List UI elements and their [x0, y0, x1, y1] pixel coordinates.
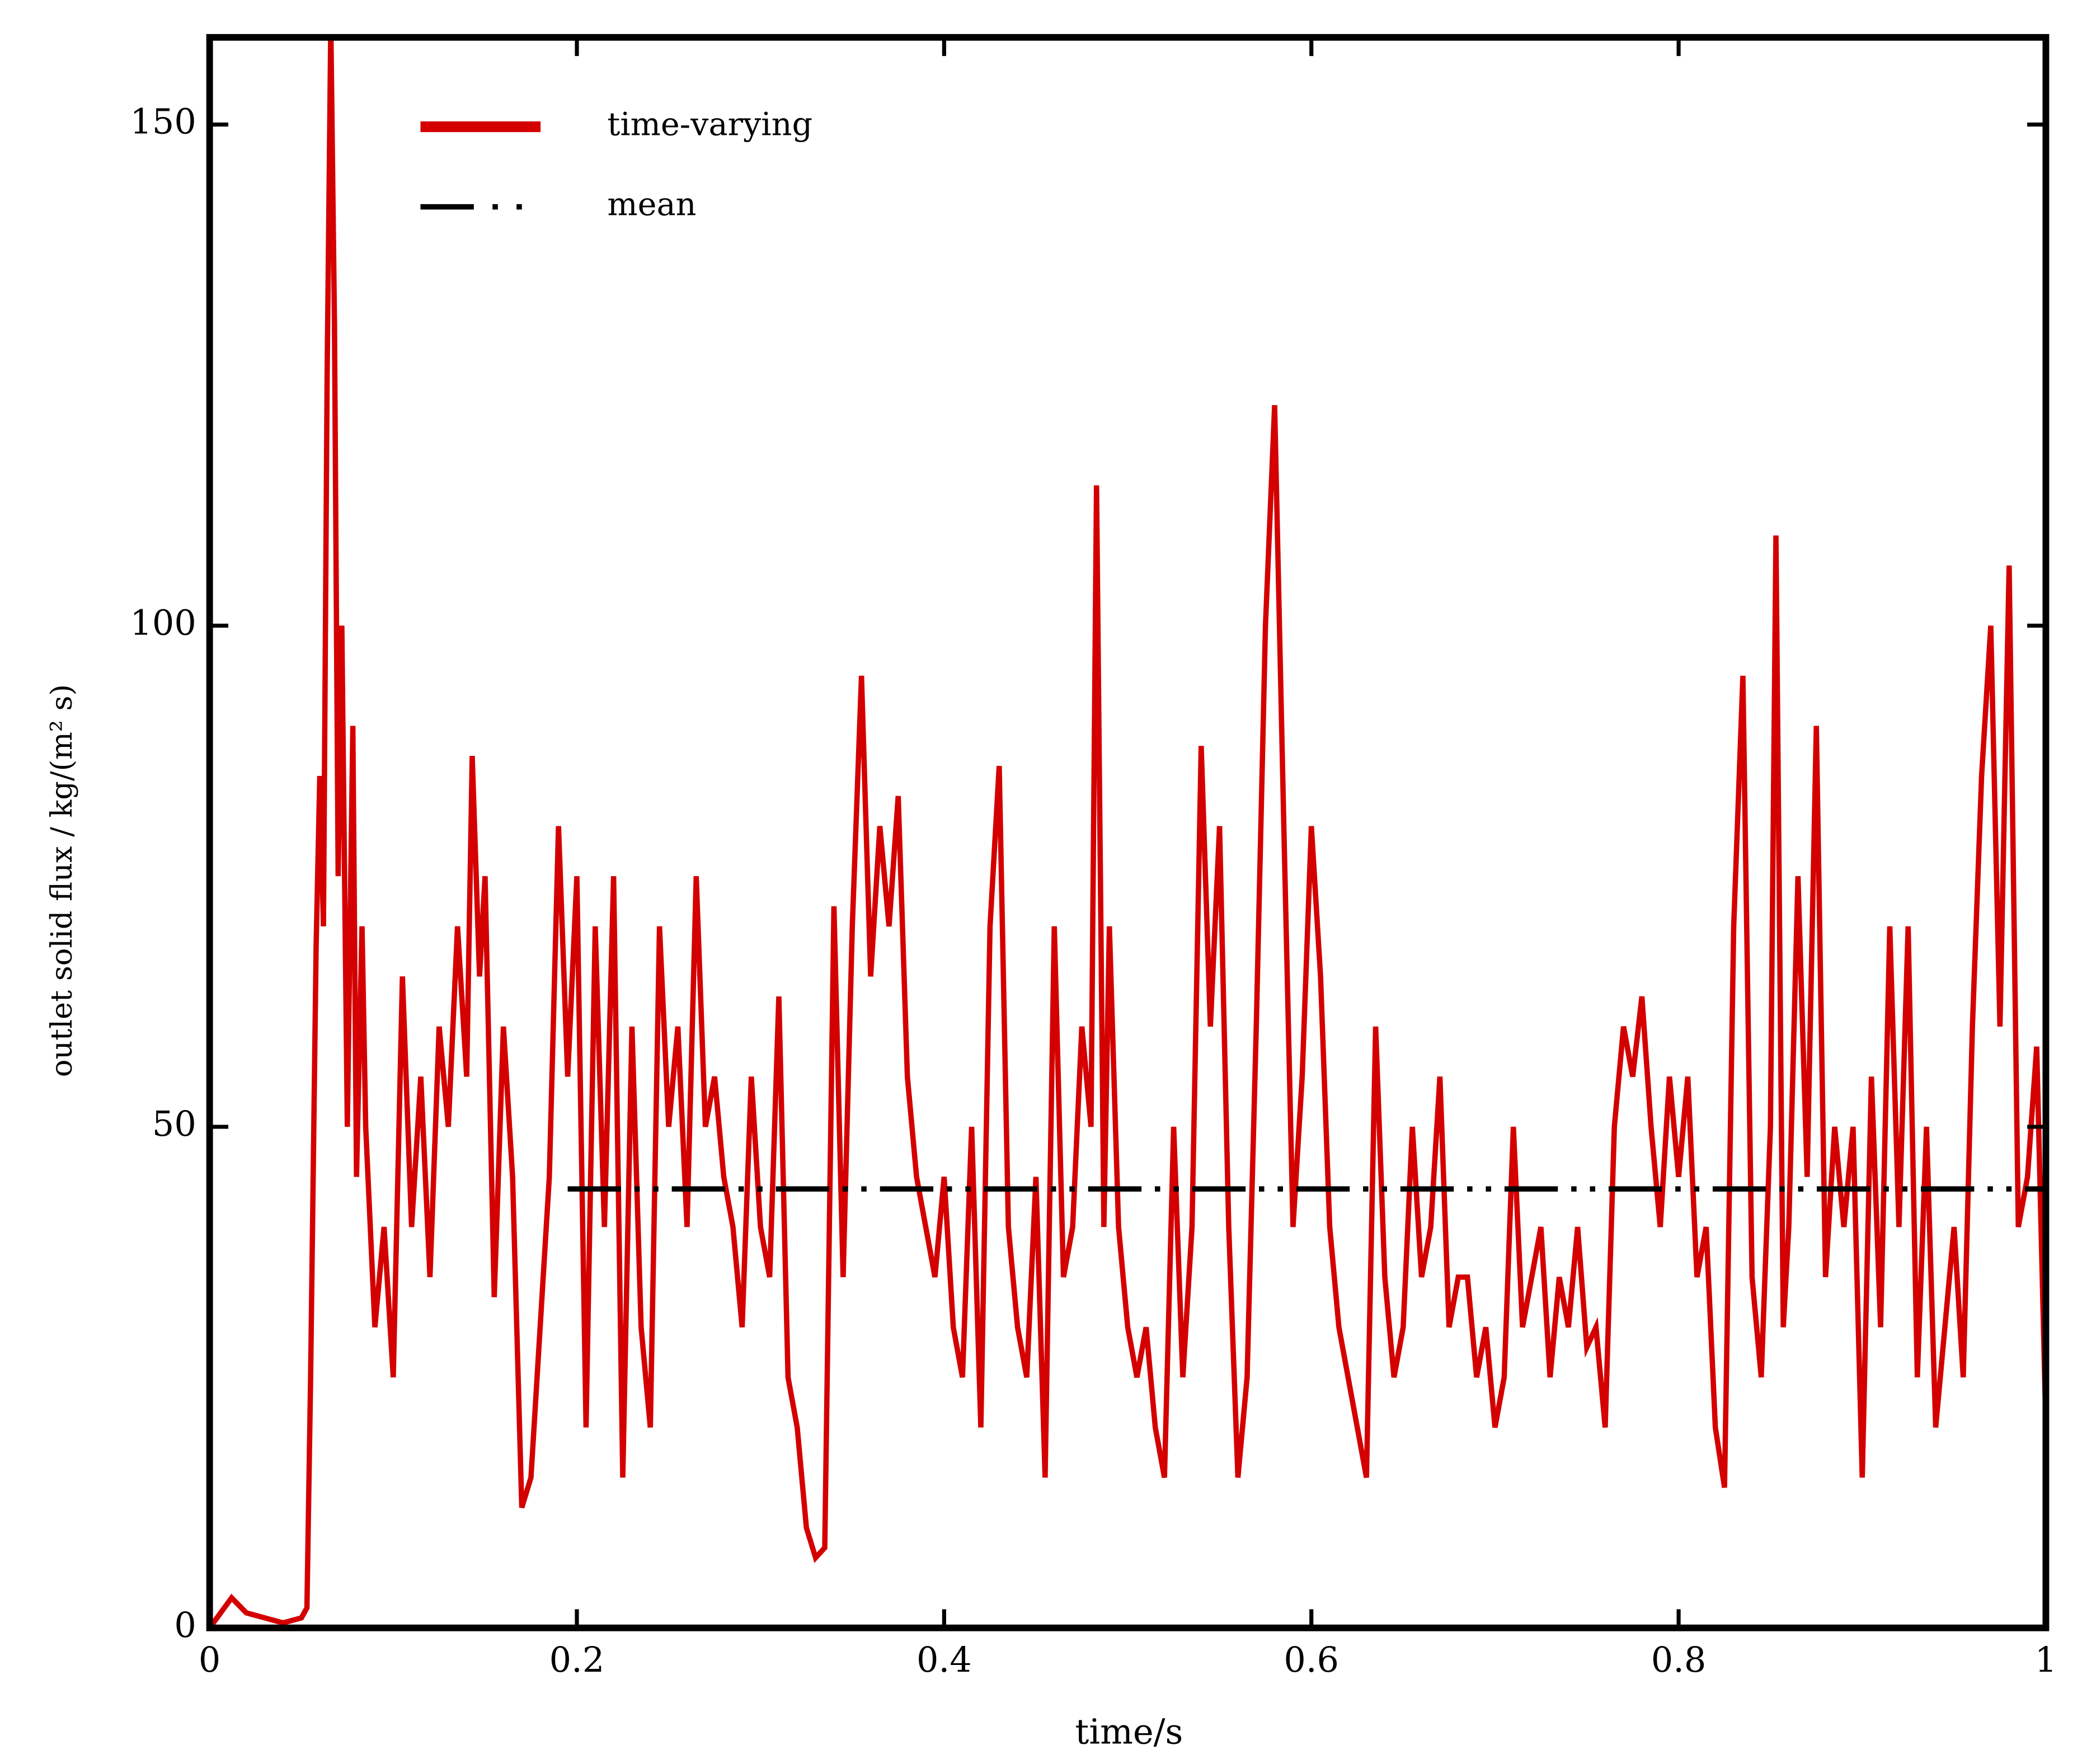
- y-axis-label: outlet solid flux / kg/(m² s): [45, 684, 79, 1077]
- x-axis-label: time/s: [1075, 1711, 1183, 1752]
- y-tick-label: 150: [130, 101, 196, 142]
- x-tick-label: 0.4: [917, 1639, 972, 1680]
- plot-frame: [206, 34, 2050, 1631]
- legend-label: time-varying: [607, 106, 812, 143]
- y-tick-label: 50: [152, 1103, 196, 1144]
- legend-label: mean: [607, 186, 696, 223]
- x-tick-label: 1: [2035, 1639, 2057, 1680]
- x-tick-label: 0: [199, 1639, 220, 1680]
- x-tick-label: 0.8: [1651, 1639, 1707, 1680]
- y-tick-label: 0: [174, 1605, 196, 1645]
- x-tick-label: 0.6: [1284, 1639, 1339, 1680]
- x-tick-label: 0.2: [549, 1639, 605, 1680]
- series-line: [209, 37, 2046, 1628]
- y-tick-label: 100: [130, 602, 196, 643]
